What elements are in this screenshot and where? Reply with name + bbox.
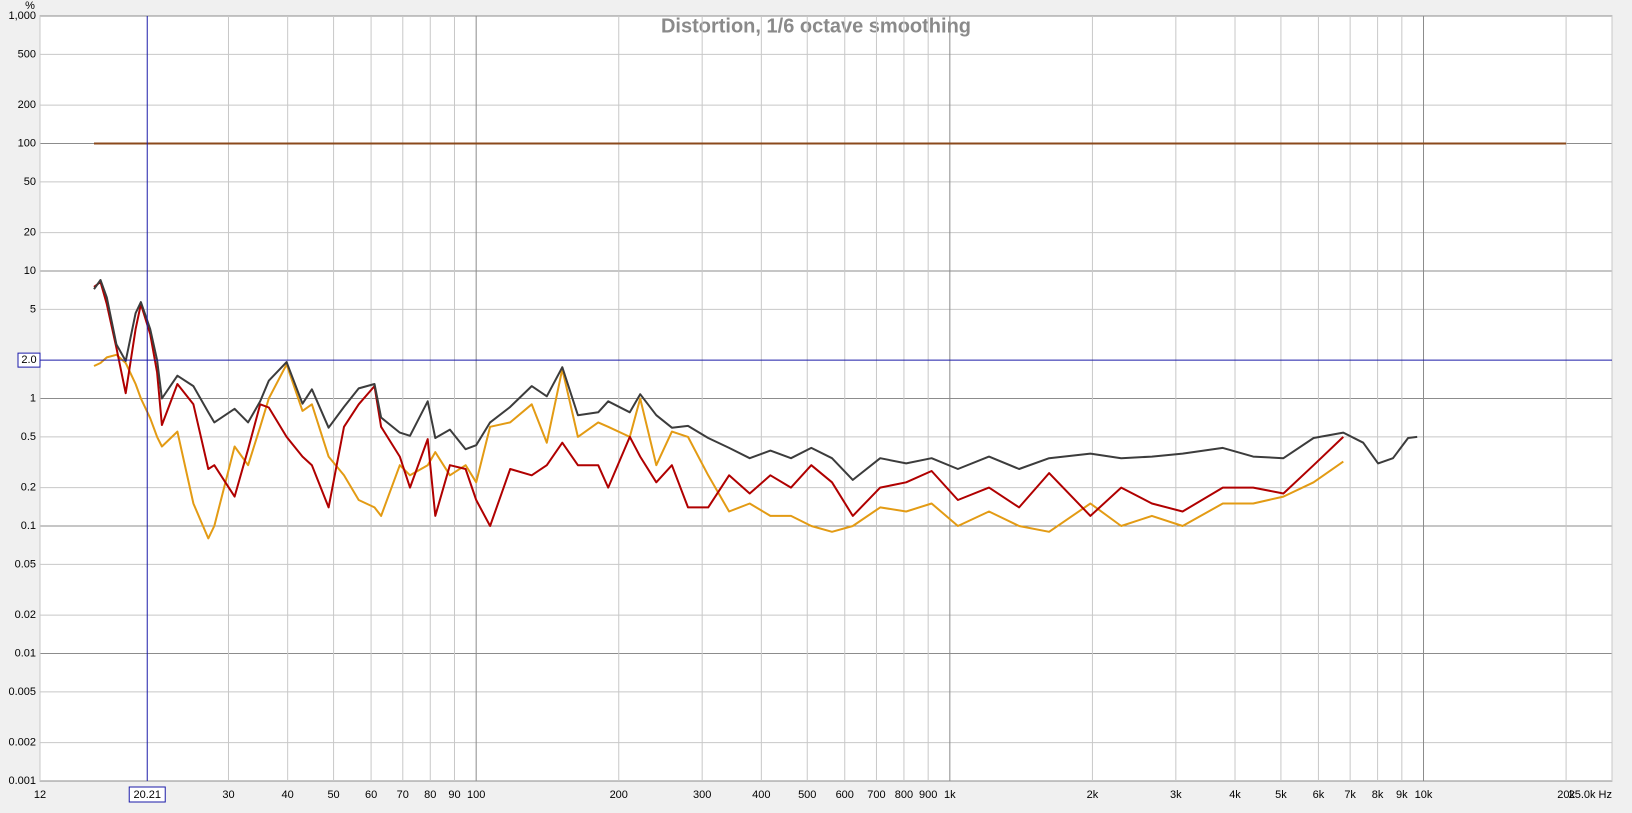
x-tick-label: 90 (448, 789, 460, 801)
y-tick-label: 0.05 (15, 558, 36, 570)
x-tick-label: 400 (752, 789, 770, 801)
x-tick-label: 9k (1396, 789, 1408, 801)
x-tick-label: 1k (944, 789, 956, 801)
y-tick-label: 0.002 (8, 737, 36, 749)
chart-title: Distortion, 1/6 octave smoothing (661, 15, 971, 37)
x-tick-label: 80 (424, 789, 436, 801)
x-tick-label: 5k (1275, 789, 1287, 801)
x-tick-label: 4k (1229, 789, 1241, 801)
x-tick-label: 300 (693, 789, 711, 801)
x-tick-label: 600 (836, 789, 854, 801)
series-line (93, 353, 1344, 540)
y-tick-label: 0.02 (15, 609, 36, 621)
x-tick-label: 50 (327, 789, 339, 801)
x-tick-label: 12 (34, 789, 46, 801)
cursor-x-box (128, 786, 166, 803)
cursor-y-box (17, 352, 41, 368)
y-tick-label: 1 (30, 392, 36, 404)
y-tick-label: 0.01 (15, 647, 36, 659)
x-tick-label: 6k (1313, 789, 1325, 801)
y-axis-unit: % (25, 0, 35, 12)
y-tick-label: 10 (24, 265, 36, 277)
x-tick-label: 7k (1344, 789, 1356, 801)
x-tick-label: 800 (895, 789, 913, 801)
cursor-y-label: 2.0 (21, 354, 36, 366)
x-tick-label: 200 (610, 789, 628, 801)
x-tick-label: 100 (467, 789, 485, 801)
x-tick-label: 30 (222, 789, 234, 801)
x-tick-label: 700 (867, 789, 885, 801)
x-tick-label: 900 (919, 789, 937, 801)
x-tick-label: 8k (1372, 789, 1384, 801)
y-tick-label: 1,000 (8, 10, 36, 22)
x-tick-label: 20k (1557, 789, 1575, 801)
y-tick-label: 0.1 (21, 520, 36, 532)
x-tick-label: 60 (365, 789, 377, 801)
y-tick-label: 0.001 (8, 775, 36, 787)
x-tick-label: 3k (1170, 789, 1182, 801)
x-tick-label: 25.0k Hz (1569, 789, 1612, 801)
x-tick-label: 500 (798, 789, 816, 801)
y-tick-label: 0.5 (21, 431, 36, 443)
y-tick-label: 5 (30, 303, 36, 315)
y-tick-label: 50 (24, 176, 36, 188)
x-tick-label: 70 (397, 789, 409, 801)
cursor-x-label: 20.21 (133, 789, 161, 801)
series-line (93, 281, 1344, 527)
x-tick-label: 10k (1415, 789, 1433, 801)
x-tick-label: 40 (282, 789, 294, 801)
y-tick-label: 0.2 (21, 482, 36, 494)
series-line (93, 279, 1418, 481)
y-tick-label: 200 (18, 99, 36, 111)
x-tick-label: 2k (1087, 789, 1099, 801)
y-tick-label: 500 (18, 48, 36, 60)
y-tick-label: 100 (18, 137, 36, 149)
y-tick-label: 20 (24, 227, 36, 239)
y-tick-label: 0.005 (8, 686, 36, 698)
